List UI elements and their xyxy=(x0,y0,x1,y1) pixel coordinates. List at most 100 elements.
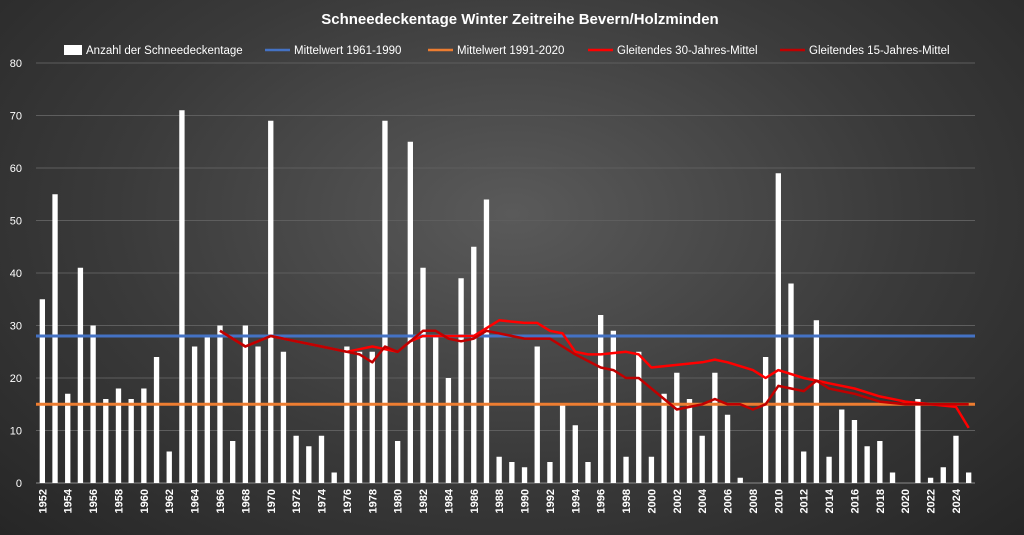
x-tick-label: 2000 xyxy=(646,489,658,513)
bar xyxy=(268,120,274,483)
bar xyxy=(953,435,959,483)
bar xyxy=(128,399,134,483)
bar xyxy=(915,399,921,483)
bar xyxy=(471,246,477,483)
bar xyxy=(407,141,413,483)
bar xyxy=(496,456,502,483)
x-axis-ticks: 1952 1954 1956 1958 1960 1962 1964 1966 1968 1970… xyxy=(37,488,963,513)
x-tick-label: 1980 xyxy=(393,489,405,513)
x-tick-label: 1956 xyxy=(88,489,100,513)
legend-label-mean-1991-2020: Mittelwert 1991-2020 xyxy=(457,45,564,57)
bar xyxy=(775,173,781,483)
x-tick-label: 1952 xyxy=(37,489,49,513)
bar xyxy=(369,351,375,483)
bars xyxy=(39,110,972,483)
bar xyxy=(331,472,337,483)
bar xyxy=(572,425,578,483)
x-tick-label: 1978 xyxy=(367,489,379,513)
x-tick-label: 2018 xyxy=(875,489,887,513)
x-tick-label: 1968 xyxy=(240,489,252,513)
bar xyxy=(318,435,325,483)
bar xyxy=(636,351,642,483)
bar xyxy=(306,446,312,483)
bar xyxy=(940,467,946,483)
bar xyxy=(559,404,566,483)
x-tick-label: 1982 xyxy=(418,489,430,513)
bar xyxy=(864,446,870,483)
bar xyxy=(788,283,794,483)
bar xyxy=(851,420,858,483)
bar xyxy=(610,330,617,483)
x-tick-label: 1990 xyxy=(520,489,532,513)
x-tick-label: 1986 xyxy=(469,489,481,513)
bar xyxy=(737,477,743,483)
reference-lines xyxy=(36,334,975,406)
bar xyxy=(483,199,490,483)
x-tick-label: 1974 xyxy=(317,488,329,513)
bar xyxy=(509,462,515,483)
bar xyxy=(166,451,172,483)
bar xyxy=(141,388,147,483)
legend-swatch-bars xyxy=(64,45,82,55)
bar xyxy=(204,336,210,483)
bar xyxy=(674,372,680,483)
bar xyxy=(724,414,731,483)
bar xyxy=(293,435,299,483)
bar xyxy=(153,357,160,483)
chart-title: Schneedeckentage Winter Zeitreihe Bevern… xyxy=(321,11,718,28)
y-tick-label: 20 xyxy=(10,373,22,385)
bar xyxy=(826,456,832,483)
x-tick-label: 1976 xyxy=(342,489,354,513)
y-tick-label: 60 xyxy=(10,163,22,175)
bar xyxy=(420,267,426,483)
x-tick-label: 2014 xyxy=(824,488,836,513)
x-tick-label: 1984 xyxy=(443,488,455,513)
bar xyxy=(648,456,655,483)
gridlines xyxy=(36,62,975,484)
y-tick-label: 80 xyxy=(10,58,22,70)
bar xyxy=(458,278,464,483)
x-tick-label: 2016 xyxy=(850,489,862,513)
x-tick-label: 1970 xyxy=(266,489,278,513)
y-tick-label: 40 xyxy=(10,268,22,280)
x-tick-label: 2006 xyxy=(723,489,735,513)
x-tick-label: 2020 xyxy=(900,489,912,513)
y-tick-label: 30 xyxy=(10,321,22,333)
bar xyxy=(699,435,705,483)
bar xyxy=(115,388,122,483)
bar xyxy=(547,462,553,483)
y-tick-label: 0 xyxy=(16,478,22,490)
bar xyxy=(965,472,972,483)
bar xyxy=(801,451,807,483)
x-tick-label: 1994 xyxy=(570,488,582,513)
x-tick-label: 2022 xyxy=(926,489,938,513)
bar xyxy=(230,441,236,483)
bar xyxy=(534,346,540,483)
bar xyxy=(712,372,718,483)
x-tick-label: 2008 xyxy=(748,489,760,513)
bar xyxy=(52,194,58,483)
bar xyxy=(65,393,71,483)
bar xyxy=(623,456,629,483)
legend-label-mean-1961-1990: Mittelwert 1961-1990 xyxy=(294,45,401,57)
bar xyxy=(179,110,185,483)
y-tick-label: 50 xyxy=(10,216,22,228)
bar xyxy=(394,441,401,483)
x-tick-label: 1996 xyxy=(596,489,608,513)
x-tick-label: 2002 xyxy=(672,489,684,513)
x-tick-label: 1964 xyxy=(190,488,202,513)
moving-average-line-3 xyxy=(219,329,969,411)
x-tick-label: 2010 xyxy=(773,489,785,513)
bar xyxy=(77,267,84,483)
bar xyxy=(762,357,769,483)
bar xyxy=(877,441,883,483)
legend-label-moving-15: Gleitendes 15-Jahres-Mittel xyxy=(809,45,950,57)
bar xyxy=(280,351,287,483)
x-tick-label: 2004 xyxy=(697,488,709,513)
bar xyxy=(445,378,452,483)
x-tick-label: 1954 xyxy=(63,488,75,513)
x-tick-label: 1972 xyxy=(291,489,303,513)
bar xyxy=(433,336,439,483)
bar xyxy=(889,472,896,483)
